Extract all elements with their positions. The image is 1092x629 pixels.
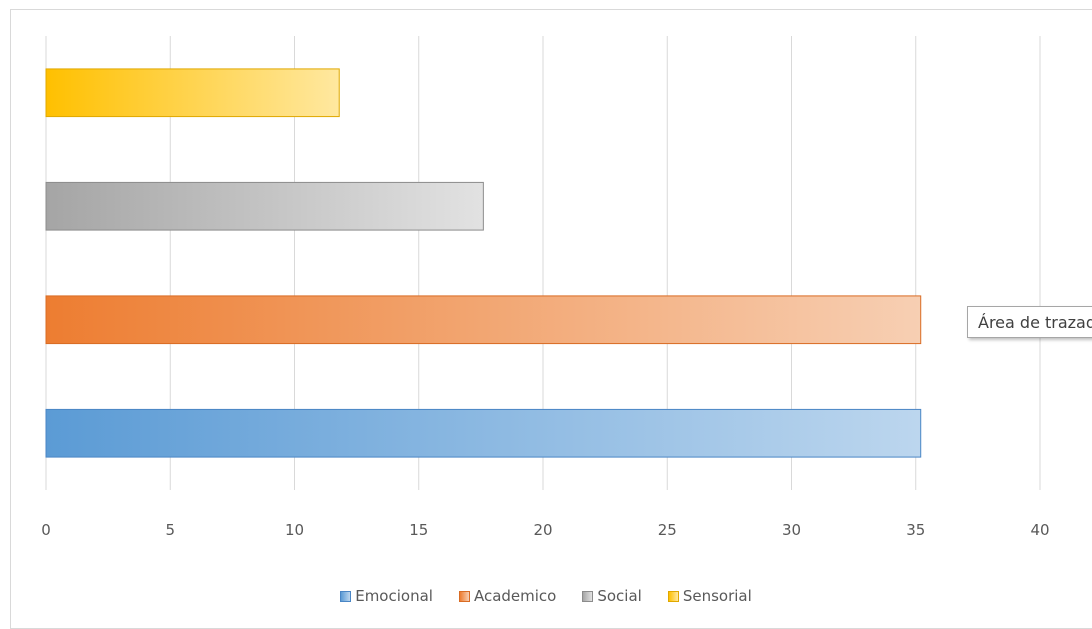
x-tick-label-20: 20 — [533, 521, 552, 539]
x-tick-label-35: 35 — [906, 521, 925, 539]
legend-label: Social — [597, 587, 642, 605]
legend-item-sensorial[interactable]: Sensorial — [667, 587, 752, 605]
x-axis-tick-labels: 0 5 10 15 20 25 30 35 40 — [41, 521, 1049, 539]
legend-item-emocional[interactable]: Emocional — [340, 587, 433, 605]
legend-item-academico[interactable]: Academico — [458, 587, 557, 605]
legend-swatch-blue-icon — [340, 590, 352, 602]
legend-label: Emocional — [355, 587, 433, 605]
bar-social[interactable] — [45, 181, 484, 231]
bar-emocional[interactable] — [45, 408, 922, 458]
bar-sensorial[interactable] — [45, 68, 340, 118]
x-tick-label-40: 40 — [1030, 521, 1049, 539]
x-tick-label-0: 0 — [41, 521, 51, 539]
legend-swatch-orange-icon — [458, 590, 470, 602]
x-tick-label-10: 10 — [285, 521, 304, 539]
bar-academico[interactable] — [45, 295, 922, 345]
x-tick-label-15: 15 — [409, 521, 428, 539]
legend-swatch-gray-icon — [582, 590, 594, 602]
x-tick-label-5: 5 — [165, 521, 175, 539]
bars — [45, 68, 922, 458]
x-tick-label-25: 25 — [658, 521, 677, 539]
legend-label: Sensorial — [682, 587, 752, 605]
tooltip: Área de trazado — [967, 306, 1092, 338]
legend-label: Academico — [473, 587, 557, 605]
plot-area[interactable]: 0 5 10 15 20 25 30 35 40 — [0, 0, 1092, 616]
legend-swatch-yellow-icon — [667, 590, 679, 602]
x-tick-label-30: 30 — [782, 521, 801, 539]
legend[interactable]: Emocional Academico Social Sensorial — [0, 587, 1092, 605]
legend-item-social[interactable]: Social — [582, 587, 642, 605]
